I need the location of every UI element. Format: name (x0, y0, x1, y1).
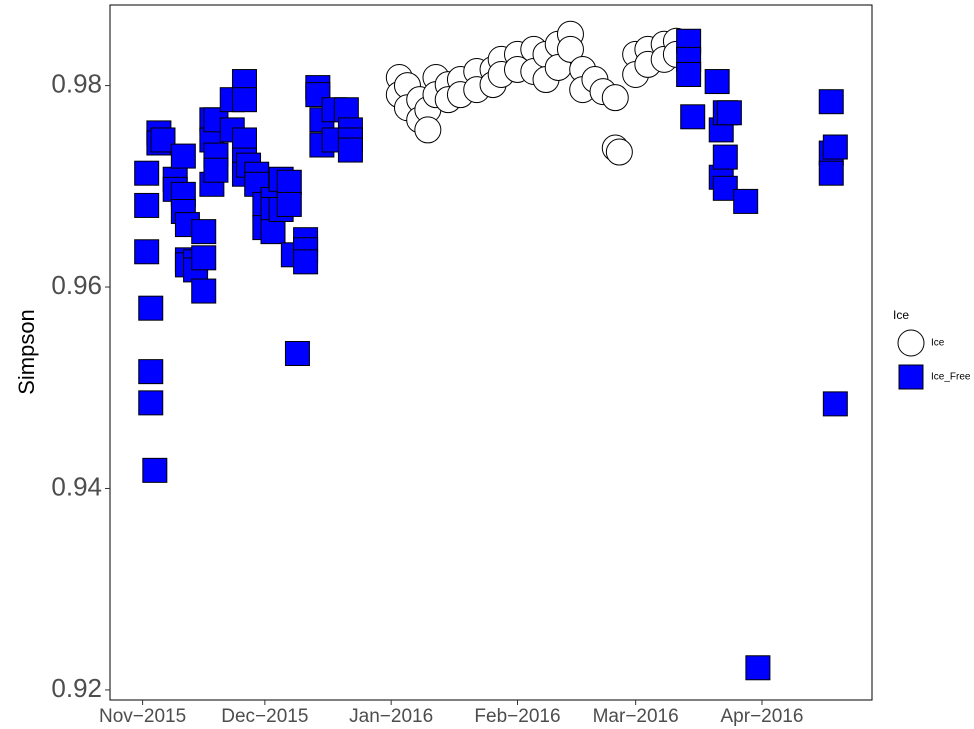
ice-free-point (138, 390, 164, 416)
x-tick-label: Dec−2015 (221, 706, 308, 727)
ice-free-point (150, 127, 176, 153)
ice-free-point (704, 69, 730, 95)
ice-free-point (260, 219, 286, 245)
ice-free-point (276, 169, 302, 195)
ice-free-point (284, 341, 310, 367)
legend-label: Ice (931, 338, 945, 349)
ice-free-point (138, 359, 164, 385)
y-tick-label: 0.98 (51, 68, 102, 98)
ice-free-point (822, 134, 848, 160)
ice-free-point (170, 143, 196, 169)
ice-free-point (293, 249, 319, 275)
x-tick-label: Jan−2016 (349, 706, 433, 727)
ice-free-point (822, 391, 848, 417)
ice-free-point (745, 655, 771, 681)
x-tick-label: Apr−2016 (721, 706, 804, 727)
ice-free-point (680, 104, 706, 130)
ice-point (414, 116, 442, 144)
legend-title: Ice (893, 308, 909, 322)
ice-free-point (231, 87, 257, 113)
ice-free-point (134, 192, 160, 218)
ice-point (605, 138, 633, 166)
ice-free-point (276, 191, 302, 217)
y-tick-label: 0.94 (51, 471, 102, 501)
ice-free-point (191, 219, 217, 245)
legend-key (898, 364, 924, 390)
y-axis-label: Simpson (14, 309, 39, 395)
legend-label: Ice_Free (931, 372, 971, 383)
ice-free-point (134, 239, 160, 265)
ice-free-point (818, 160, 844, 186)
ice-free-point (818, 89, 844, 115)
ice-free-point (733, 188, 759, 214)
ice-free-point (203, 157, 229, 183)
ice-free-point (337, 137, 363, 163)
ice-free-point (134, 160, 160, 186)
ice-free-point (191, 245, 217, 271)
x-tick-label: Mar−2016 (593, 706, 679, 727)
x-tick-label: Feb−2016 (474, 706, 560, 727)
y-tick-label: 0.96 (51, 270, 102, 300)
ice-point (556, 35, 584, 63)
ice-point (601, 84, 629, 112)
ice-free-point (712, 144, 738, 170)
y-tick-label: 0.92 (51, 673, 102, 703)
ice-free-point (142, 457, 168, 483)
ice-free-point (716, 100, 742, 126)
ice-free-point (138, 295, 164, 321)
ice-free-point (191, 278, 217, 304)
ice-free-point (676, 62, 702, 87)
legend-key (897, 329, 925, 357)
x-tick-label: Nov−2015 (99, 706, 186, 727)
